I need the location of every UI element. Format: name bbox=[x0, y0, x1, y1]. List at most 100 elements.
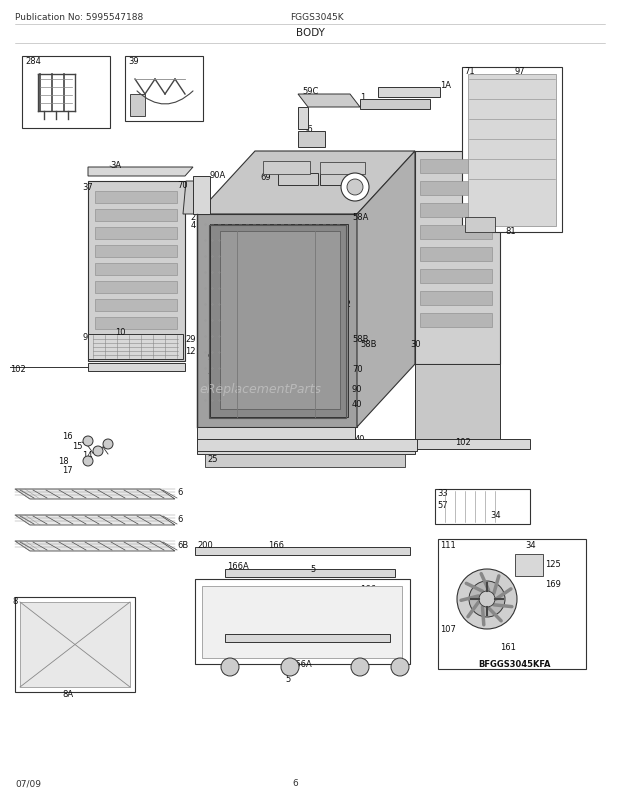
Bar bbox=[95, 300, 177, 312]
Text: 86: 86 bbox=[210, 398, 221, 407]
Bar bbox=[420, 204, 492, 217]
Text: 81: 81 bbox=[505, 227, 516, 237]
Text: 106A: 106A bbox=[276, 165, 298, 174]
Circle shape bbox=[83, 436, 93, 447]
Polygon shape bbox=[88, 363, 185, 371]
Polygon shape bbox=[88, 334, 183, 359]
Polygon shape bbox=[415, 365, 500, 439]
Text: 5: 5 bbox=[285, 674, 290, 683]
Text: 2: 2 bbox=[190, 213, 195, 222]
Polygon shape bbox=[220, 232, 340, 410]
Text: 166: 166 bbox=[268, 540, 284, 549]
Text: FGGS3045K: FGGS3045K bbox=[290, 13, 343, 22]
Text: 37: 37 bbox=[82, 184, 93, 192]
Circle shape bbox=[391, 658, 409, 676]
Text: 39: 39 bbox=[128, 58, 139, 67]
Text: 10: 10 bbox=[115, 328, 125, 337]
Text: 200: 200 bbox=[197, 540, 213, 549]
Text: 4: 4 bbox=[191, 221, 197, 229]
Text: 4: 4 bbox=[283, 430, 288, 439]
Text: 34: 34 bbox=[490, 510, 500, 519]
Text: 07/09: 07/09 bbox=[15, 779, 41, 788]
Bar bbox=[420, 314, 492, 327]
Bar bbox=[95, 282, 177, 294]
Text: 166: 166 bbox=[360, 585, 376, 593]
Polygon shape bbox=[88, 182, 185, 362]
Polygon shape bbox=[298, 95, 360, 107]
Circle shape bbox=[83, 456, 93, 467]
Text: 170: 170 bbox=[345, 650, 361, 658]
Text: 97: 97 bbox=[515, 67, 526, 76]
Text: 3A: 3A bbox=[110, 160, 121, 169]
Text: 18: 18 bbox=[58, 457, 69, 466]
Polygon shape bbox=[15, 516, 175, 525]
Polygon shape bbox=[197, 215, 357, 427]
Text: 59C: 59C bbox=[302, 87, 319, 96]
Text: 201: 201 bbox=[370, 615, 386, 624]
Text: 1: 1 bbox=[360, 93, 365, 103]
Polygon shape bbox=[360, 100, 430, 110]
Text: 8A: 8A bbox=[63, 690, 74, 699]
Text: 88: 88 bbox=[238, 398, 249, 407]
Text: 219: 219 bbox=[349, 184, 363, 192]
Text: 15: 15 bbox=[72, 442, 82, 451]
Text: 284: 284 bbox=[25, 58, 41, 67]
Polygon shape bbox=[357, 152, 415, 427]
Text: 40: 40 bbox=[352, 400, 363, 409]
Text: 58B: 58B bbox=[360, 340, 376, 349]
Text: 107: 107 bbox=[440, 625, 456, 634]
Bar bbox=[202, 586, 402, 658]
Text: 25: 25 bbox=[207, 455, 218, 464]
Text: 170: 170 bbox=[235, 626, 251, 636]
Bar bbox=[195, 579, 410, 664]
Polygon shape bbox=[197, 439, 415, 455]
Text: 12: 12 bbox=[185, 347, 195, 356]
Text: 58B: 58B bbox=[352, 335, 368, 344]
Bar bbox=[468, 75, 556, 227]
Text: 16: 16 bbox=[62, 432, 73, 441]
Polygon shape bbox=[263, 162, 310, 175]
Text: 58A: 58A bbox=[352, 213, 368, 222]
Circle shape bbox=[457, 569, 517, 630]
Text: 81: 81 bbox=[464, 217, 475, 226]
Text: 166A: 166A bbox=[227, 561, 249, 571]
Text: 108: 108 bbox=[538, 128, 554, 137]
Polygon shape bbox=[415, 439, 530, 449]
Bar bbox=[197, 427, 355, 439]
Text: 272: 272 bbox=[335, 300, 351, 309]
Text: 111: 111 bbox=[440, 540, 456, 549]
Bar bbox=[20, 602, 130, 687]
Polygon shape bbox=[88, 168, 193, 176]
Text: 96: 96 bbox=[207, 353, 218, 362]
Circle shape bbox=[281, 658, 299, 676]
Text: 57: 57 bbox=[437, 501, 448, 510]
Polygon shape bbox=[193, 176, 210, 215]
Bar bbox=[95, 228, 177, 240]
Polygon shape bbox=[197, 152, 415, 215]
Text: 3: 3 bbox=[503, 150, 508, 160]
Text: 14: 14 bbox=[82, 451, 92, 460]
Text: 8: 8 bbox=[12, 597, 17, 606]
Text: 30: 30 bbox=[410, 340, 420, 349]
Polygon shape bbox=[298, 107, 308, 130]
Bar bbox=[95, 192, 177, 204]
Text: 166A: 166A bbox=[290, 660, 312, 669]
Bar bbox=[515, 554, 543, 577]
Polygon shape bbox=[15, 489, 175, 500]
Text: 161: 161 bbox=[500, 642, 516, 652]
Text: 29: 29 bbox=[185, 335, 195, 344]
Polygon shape bbox=[225, 634, 390, 642]
Text: 70: 70 bbox=[352, 365, 363, 374]
Text: 86: 86 bbox=[200, 427, 210, 436]
Circle shape bbox=[479, 591, 495, 607]
Circle shape bbox=[341, 174, 369, 202]
Text: 17: 17 bbox=[62, 466, 73, 475]
Text: eReplacementParts: eReplacementParts bbox=[199, 383, 321, 396]
Text: 42: 42 bbox=[200, 438, 211, 447]
Bar bbox=[420, 182, 492, 196]
Polygon shape bbox=[415, 152, 500, 365]
Text: 93: 93 bbox=[262, 398, 273, 407]
Text: 102: 102 bbox=[10, 365, 26, 374]
Bar bbox=[420, 292, 492, 306]
Bar bbox=[465, 217, 495, 233]
